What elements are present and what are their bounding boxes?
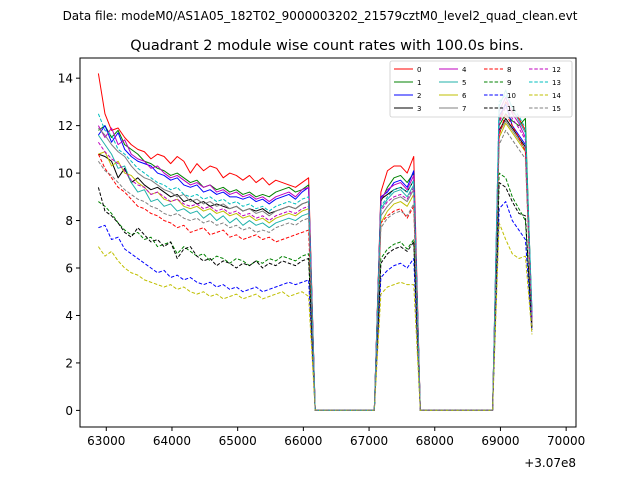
legend-label-12: 12 (552, 66, 561, 74)
x-tick-label: 66000 (284, 434, 322, 448)
series-line-7 (98, 120, 533, 411)
legend-box (389, 60, 573, 118)
legend-label-1: 1 (417, 79, 421, 87)
series-line-2 (97, 103, 533, 411)
legend-label-13: 13 (552, 79, 561, 87)
y-tick-label: 10 (58, 167, 73, 181)
y-tick-label: 2 (65, 356, 73, 370)
x-tick-label: 70000 (547, 434, 585, 448)
y-tick-label: 8 (65, 214, 73, 228)
series-line-14 (97, 222, 533, 411)
y-tick-label: 14 (58, 72, 73, 86)
legend-label-2: 2 (417, 92, 421, 100)
x-tick-label: 63000 (87, 434, 125, 448)
series-line-10 (98, 201, 533, 411)
legend-label-14: 14 (552, 92, 561, 100)
chart-title: Quadrant 2 module wise count rates with … (130, 38, 524, 54)
legend-label-0: 0 (417, 66, 421, 74)
series-line-6 (98, 122, 533, 411)
plot-frame (79, 57, 577, 428)
series-line-4 (97, 96, 533, 411)
legend-label-9: 9 (507, 79, 511, 87)
series-line-3 (98, 118, 533, 411)
legend-label-10: 10 (507, 92, 516, 100)
series-line-15 (97, 129, 533, 411)
legend-label-3: 3 (417, 105, 421, 113)
axis-ticks: 63000 64000 65000 66000 67000 68000 69000 70000… (58, 72, 586, 448)
x-tick-label: 65000 (219, 434, 257, 448)
y-tick-label: 12 (58, 119, 73, 133)
legend-label-11: 11 (507, 105, 516, 113)
series-line-8 (97, 113, 533, 411)
y-tick-label: 6 (65, 262, 73, 276)
series-line-12 (97, 106, 533, 411)
legend-label-6: 6 (462, 92, 467, 100)
suptitle: Data file: modeM0/AS1A05_182T02_90000032… (63, 9, 578, 23)
x-tick-label: 69000 (481, 434, 519, 448)
x-tick-label: 68000 (416, 434, 454, 448)
x-tick-label: 64000 (153, 434, 191, 448)
y-tick-label: 4 (65, 309, 73, 323)
x-offset-label: +3.07e8 (524, 456, 576, 470)
x-tick-label: 67000 (350, 434, 388, 448)
series-line-5 (97, 89, 533, 411)
series-line-0 (97, 73, 533, 411)
legend-label-15: 15 (552, 105, 561, 113)
series-line-9 (98, 172, 533, 411)
series-line-1 (98, 113, 533, 411)
legend-label-5: 5 (462, 79, 466, 87)
series-line-11 (97, 182, 533, 411)
series-line-13 (97, 94, 533, 411)
legend-label-8: 8 (507, 66, 511, 74)
legend-label-4: 4 (462, 66, 467, 74)
legend-label-7: 7 (462, 105, 466, 113)
y-tick-label: 0 (65, 404, 73, 418)
series-layer (97, 73, 533, 411)
